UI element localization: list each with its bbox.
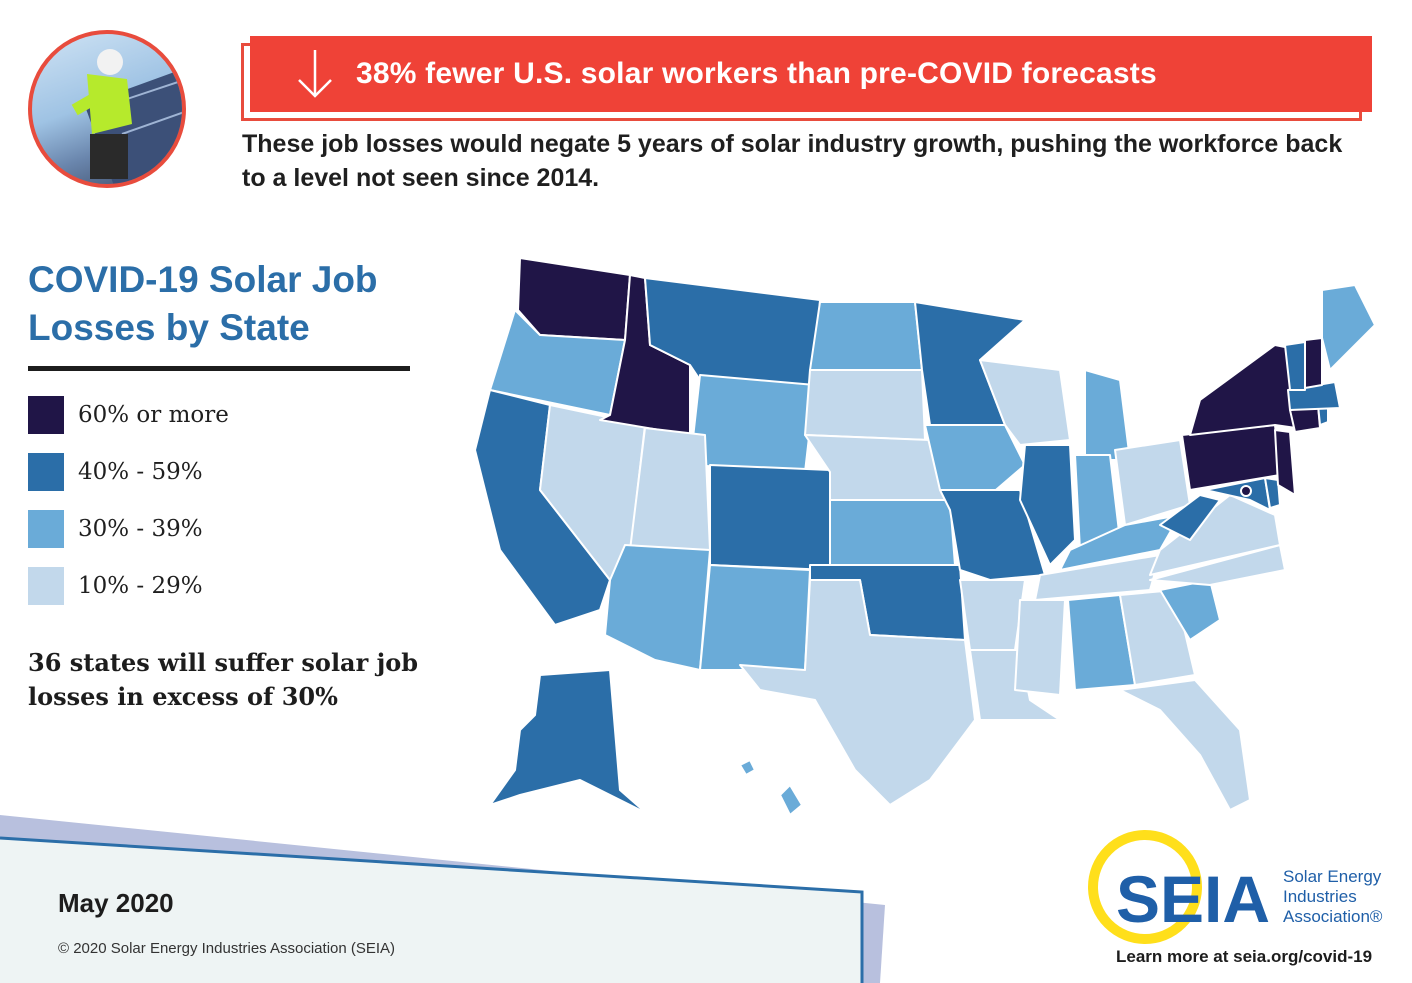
state-ks: [829, 499, 956, 566]
us-states-map: [474, 257, 1376, 826]
state-me: [1321, 284, 1376, 371]
state-az: [604, 544, 711, 671]
logo-name-line3: Association®: [1283, 907, 1383, 926]
state-nj: [1274, 429, 1296, 496]
state-nc: [1149, 544, 1286, 586]
state-ar: [959, 579, 1026, 651]
states-callout: 36 states will suffer solar job losses i…: [28, 648, 419, 711]
state-dc: [1240, 485, 1252, 497]
footer-panel: [0, 815, 885, 983]
logo-name-line2: Industries: [1283, 887, 1357, 906]
state-nh: [1304, 337, 1323, 389]
learn-more-link[interactable]: Learn more at seia.org/covid-19: [1116, 947, 1373, 966]
state-ut: [629, 427, 711, 551]
legend-item: 10% - 29%: [28, 567, 229, 605]
copyright-text: © 2020 Solar Energy Industries Associati…: [58, 940, 396, 957]
logo-name-line1: Solar Energy: [1283, 867, 1382, 886]
logo-wordmark: SEIA: [1116, 862, 1270, 936]
state-tx: [739, 579, 976, 806]
subheadline: These job losses would negate 5 years of…: [242, 130, 1343, 192]
state-wa: [517, 257, 631, 341]
seia-logo: SEIA Solar Energy Industries Association…: [1088, 830, 1383, 944]
page-title: COVID-19 Solar Job Losses by State: [28, 259, 378, 348]
state-nm: [699, 564, 811, 671]
legend-item: 60% or more: [28, 396, 229, 434]
state-il: [1019, 444, 1076, 566]
state-mi: [1084, 369, 1131, 461]
state-ia: [924, 424, 1026, 496]
legend-label: 60% or more: [78, 402, 229, 428]
state-wi: [979, 359, 1071, 446]
state-de: [1264, 477, 1281, 509]
state-ky: [1059, 514, 1181, 571]
date-label: May 2020: [58, 888, 174, 918]
legend-swatch: [28, 567, 64, 605]
state-ak: [489, 669, 661, 826]
legend-item: 40% - 59%: [28, 453, 229, 491]
state-vt: [1284, 341, 1306, 391]
map-legend: 60% or more 40% - 59% 30% - 39% 10% - 29…: [28, 396, 229, 624]
legend-swatch: [28, 396, 64, 434]
state-hi-islands: [739, 759, 756, 776]
state-md: [1204, 477, 1271, 511]
legend-swatch: [28, 453, 64, 491]
state-nd: [809, 301, 923, 371]
title-divider: [28, 366, 410, 371]
down-arrow-icon: [298, 50, 332, 98]
headline-banner: 38% fewer U.S. solar workers than pre-CO…: [250, 36, 1372, 112]
state-wv: [1159, 494, 1221, 541]
state-tn: [1034, 554, 1161, 601]
state-co: [709, 464, 831, 571]
solar-worker-photo: [28, 30, 186, 188]
state-ms: [1014, 599, 1066, 696]
state-hi: [779, 784, 803, 816]
legend-swatch: [28, 510, 64, 548]
legend-label: 40% - 59%: [78, 459, 203, 485]
state-sd: [804, 369, 926, 441]
legend-label: 10% - 29%: [78, 573, 203, 599]
legend-label: 30% - 39%: [78, 516, 203, 542]
state-wy: [689, 374, 816, 473]
legend-item: 30% - 39%: [28, 510, 229, 548]
state-fl: [1119, 679, 1251, 811]
state-va: [1149, 494, 1281, 576]
headline-text: 38% fewer U.S. solar workers than pre-CO…: [356, 57, 1157, 90]
